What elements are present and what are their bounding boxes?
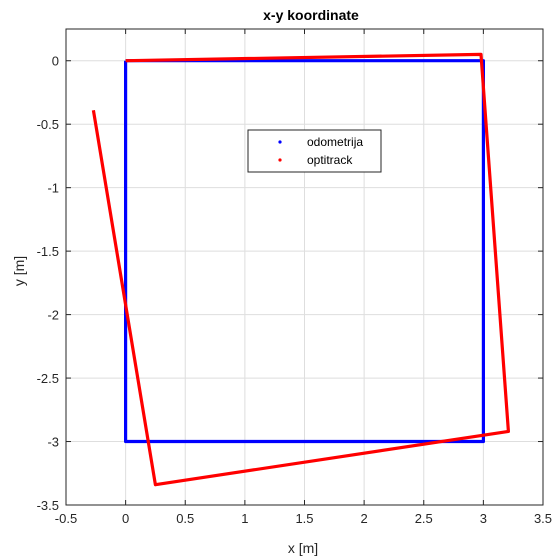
x-tick-label: 1.5: [295, 511, 313, 526]
x-tick-label: 0: [122, 511, 129, 526]
x-tick-label: 3: [480, 511, 487, 526]
x-axis-label: x [m]: [288, 540, 318, 556]
legend-marker-odometrija: [278, 140, 282, 144]
legend-box: [247, 129, 382, 173]
legend-marker-optitrack: [278, 158, 282, 162]
series-line-odometrija: [123, 59, 485, 444]
x-tick-label: -0.5: [55, 511, 77, 526]
y-tick-label: -3.5: [37, 498, 59, 513]
x-tick-label: 0.5: [176, 511, 194, 526]
legend-label-odometrija: odometrija: [307, 135, 363, 149]
legend: odometrija optitrack: [247, 129, 382, 173]
y-tick-label: -2.5: [37, 371, 59, 386]
x-tick-label: 2: [361, 511, 368, 526]
series-layer: [91, 52, 510, 487]
y-tick-label: -1: [47, 181, 59, 196]
series-line-optitrack: [91, 52, 510, 487]
y-tick-label: -2: [47, 308, 59, 323]
x-tick-label: 2.5: [415, 511, 433, 526]
y-tick-label: 0: [52, 54, 59, 69]
y-tick-label: -3: [47, 435, 59, 450]
x-tick-label: 3.5: [534, 511, 552, 526]
x-tick-label: 1: [241, 511, 248, 526]
chart-title: x-y koordinate: [263, 7, 359, 23]
ticks: -0.5 0 0.5 1 1.5 2 2.5 3 3.5 0 -0.5 -1 -1.5 -2 -2.5 -3 -…: [37, 29, 552, 526]
y-tick-label: -1.5: [37, 244, 59, 259]
y-axis-label: y [m]: [11, 256, 27, 286]
legend-label-optitrack: optitrack: [307, 153, 353, 167]
y-tick-label: -0.5: [37, 117, 59, 132]
